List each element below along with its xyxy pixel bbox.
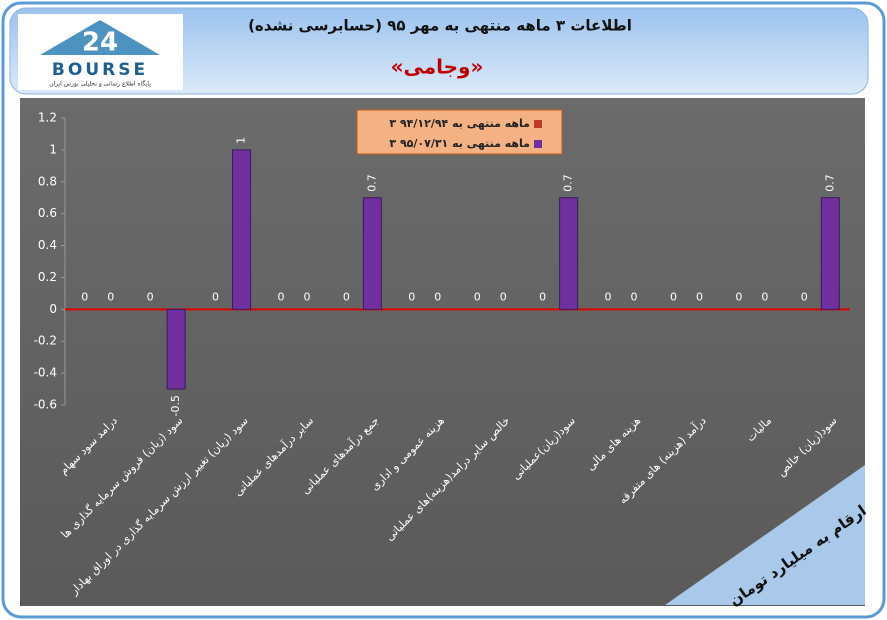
logo: 24 BOURSE پایگاه اطلاع رسانی و تحلیلی بو… — [18, 14, 183, 90]
y-tick-label: 1 — [49, 142, 57, 156]
data-label: 0 — [539, 290, 546, 303]
data-label: 0 — [81, 290, 88, 303]
y-tick-label: -0.4 — [34, 366, 57, 380]
data-label: 0 — [408, 290, 415, 303]
data-label: 0 — [801, 290, 808, 303]
data-label: 0 — [277, 290, 284, 303]
y-tick-label: 1.2 — [38, 111, 57, 125]
data-label: 0 — [761, 290, 768, 303]
data-label: 0 — [343, 290, 350, 303]
data-label: -0.5 — [169, 395, 182, 416]
y-tick-label: 0.2 — [38, 270, 57, 284]
y-tick-label: -0.2 — [34, 334, 57, 348]
data-label: 0 — [107, 290, 114, 303]
legend-box — [356, 109, 563, 155]
chart-area — [20, 98, 865, 606]
logo-brand: BOURSE — [52, 60, 148, 80]
legend-label: ۳ ماهه منتهی به ۹۴/۱۲/۹۴ — [389, 117, 530, 130]
annotation-banner — [665, 465, 865, 605]
data-label: 0.7 — [365, 174, 378, 192]
logo-shape — [40, 20, 160, 55]
data-label: 0 — [434, 290, 441, 303]
data-label: 0 — [303, 290, 310, 303]
data-label: 0 — [696, 290, 703, 303]
bar — [232, 149, 252, 310]
data-label: 0 — [147, 290, 154, 303]
data-label: 0 — [605, 290, 612, 303]
data-label: 0.7 — [823, 174, 836, 192]
logo-tagline: پایگاه اطلاع رسانی و تحلیلی بورس ایران — [49, 80, 151, 88]
data-label: 0 — [631, 290, 638, 303]
data-label: 1 — [235, 137, 248, 144]
bar — [166, 308, 186, 390]
legend-label: ۳ ماهه منتهی به ۹۵/۰۷/۳۱ — [389, 137, 530, 150]
y-tick-label: -0.6 — [34, 398, 57, 412]
y-tick-label: 0.8 — [38, 174, 57, 188]
data-label: 0 — [212, 290, 219, 303]
header — [9, 7, 869, 95]
y-tick-label: 0.4 — [38, 238, 57, 252]
y-tick-label: 0.6 — [38, 206, 57, 220]
legend-swatch — [534, 120, 542, 128]
logo-number: 24 — [82, 28, 118, 58]
bar — [820, 197, 840, 310]
bar — [559, 197, 579, 310]
chart-subtitle: «وجامی» — [391, 55, 484, 79]
bar — [362, 197, 382, 310]
data-label: 0 — [735, 290, 742, 303]
data-label: 0 — [500, 290, 507, 303]
chart-title: اطلاعات ۳ ماهه منتهی به مهر ۹۵ (حسابرسی … — [248, 17, 632, 35]
legend — [356, 109, 563, 155]
data-label: 0 — [670, 290, 677, 303]
data-label: 0.7 — [562, 174, 575, 192]
data-label: 0 — [474, 290, 481, 303]
y-tick-label: 0 — [49, 302, 57, 316]
legend-swatch — [534, 140, 542, 148]
